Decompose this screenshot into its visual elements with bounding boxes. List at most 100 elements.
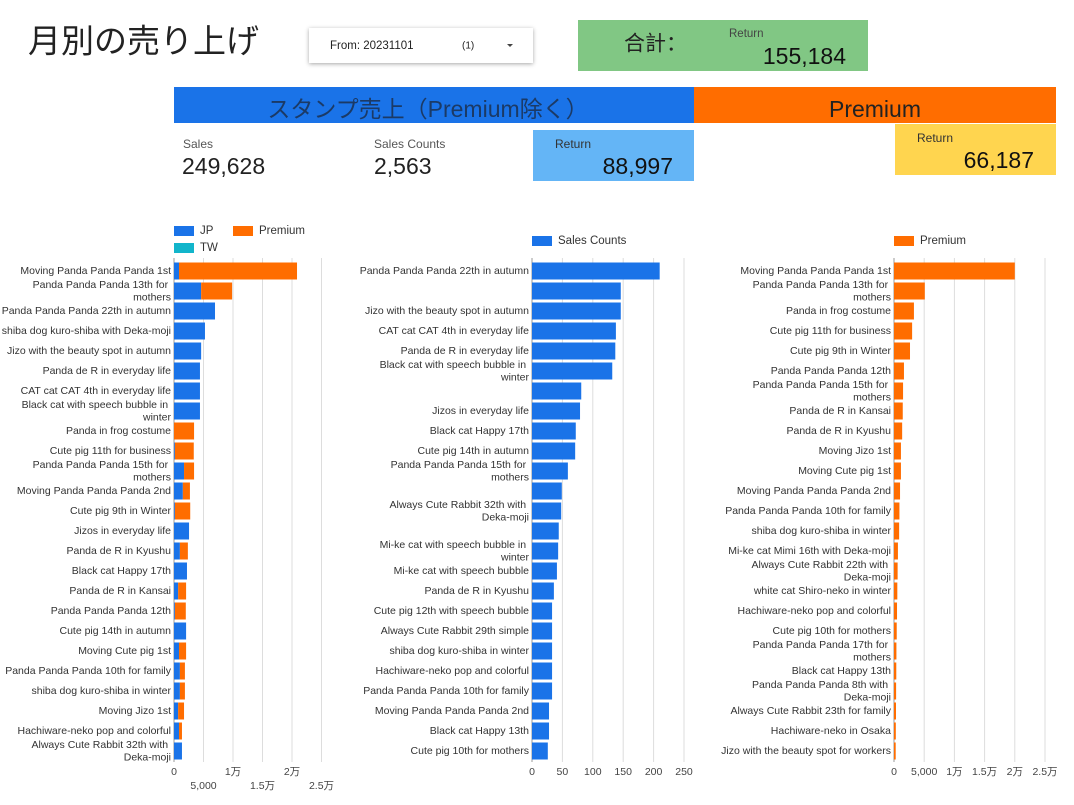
date-filter[interactable]: From: 20231101 (1) [309,28,533,63]
bar [532,462,568,480]
category-label: Panda Panda Panda 12th [771,365,891,377]
bar [532,402,581,420]
bar [184,462,195,480]
bar [532,642,553,660]
scorecard-box [895,124,1056,175]
total-box [578,20,868,71]
bar [174,282,202,300]
x-tick-label: 250 [675,766,693,778]
category-label: Black cat Happy 13th [792,665,891,677]
category-label: CAT cat CAT 4th in everyday life [21,385,172,397]
x-tick-label: 2.5万 [309,780,334,792]
category-label: Panda de R in Kyushu [67,545,172,557]
filter-box[interactable] [309,28,533,63]
bar [174,462,185,480]
category-label: Panda de R in everyday life [43,365,172,377]
bar [179,542,188,560]
bar [174,642,180,660]
bar [894,482,901,500]
category-label: white cat Shiro-neko in winter [753,585,892,597]
category-label: Cute pig 12th with speech bubble [374,605,529,617]
bar [532,742,548,760]
bar [532,522,559,540]
category-label: Panda Panda Panda 15th for mothers [753,379,891,404]
bar [174,602,175,620]
dropdown-arrow[interactable] [507,44,513,47]
bar [532,662,553,680]
x-tick-label: 2万 [1007,766,1023,778]
category-label: Panda de R in Kyushu [787,425,892,437]
legend-label: Sales Counts [558,235,627,247]
category-label: Hachiware-neko in Osaka [771,725,891,737]
legend-swatch [174,243,194,253]
total-sub-label: Return [729,28,764,40]
bar [532,582,554,600]
category-label: Panda Panda Panda 13th for mothers [33,279,171,304]
total-label: 合計： [624,33,687,56]
category-label: Cute pig 10th for mothers [411,745,529,757]
category-label: Jizo with the beauty spot in autumn [365,305,529,317]
bar [174,362,200,380]
category-label: Jizos in everyday life [74,525,171,537]
bar [174,382,200,400]
bar [182,482,190,500]
bar [179,662,185,680]
bar [532,422,576,440]
category-label: Mi-ke cat with speech bubble in winter [380,539,530,564]
bar [174,422,195,440]
section-title: スタンプ売上（Premium除く） [267,96,588,122]
bar [174,302,216,320]
x-tick-label: 200 [645,766,663,778]
legend-swatch [894,236,914,246]
scorecard-value: 249,628 [182,153,265,179]
category-label: Black cat Happy 17th [430,425,529,437]
category-label: Moving Jizo 1st [99,705,171,717]
category-label: Panda Panda Panda 10th for family [725,505,892,517]
bar [894,402,903,420]
category-label: Moving Cute pig 1st [798,465,891,477]
section-title: Premium [829,96,921,122]
filter-count[interactable]: (1) [462,41,474,52]
bar [174,442,194,460]
bar [178,582,187,600]
bar [174,542,180,560]
category-label: Cute pig 11th for business [50,445,171,457]
x-tick-label: 1万 [946,766,962,778]
legend-label: JP [200,225,214,237]
category-label: Cute pig 11th for business [770,325,891,337]
bar [894,282,925,300]
bar [532,322,616,340]
bar [894,642,897,660]
bar [532,562,557,580]
category-label: Black cat Happy 17th [72,565,171,577]
bar [532,502,562,520]
category-label: Panda Panda Panda 12th [51,605,171,617]
category-label: shiba dog kuro-shiba in winter [390,645,530,657]
filter-label[interactable]: From: 20231101 [330,40,414,52]
bar [179,262,298,280]
total-value: 155,184 [763,43,846,69]
category-label: Always Cute Rabbit 22th with Deka-moji [752,559,891,584]
bar [174,522,190,540]
category-label: Hachiware-neko pop and colorful [17,725,171,737]
bar [174,262,180,280]
bar [174,622,187,640]
bar [174,662,180,680]
legend-swatch [532,236,552,246]
bar [532,702,550,720]
category-label: Cute pig 9th in Winter [70,505,171,517]
bar [532,482,562,500]
bar [532,542,559,560]
bar [532,442,576,460]
category-label: shiba dog kuro-shiba with Deka-moji [2,325,171,337]
bar [532,362,613,380]
bar [894,382,904,400]
category-label: Panda in frog costume [66,425,171,437]
bar [174,482,183,500]
x-tick-label: 0 [891,766,897,778]
bar [174,582,179,600]
category-label: Jizos in everyday life [432,405,529,417]
category-label: Panda Panda Panda 22th in autumn [360,265,529,277]
category-label: shiba dog kuro-shiba in winter [752,525,892,537]
category-label: CAT cat CAT 4th in everyday life [379,325,530,337]
